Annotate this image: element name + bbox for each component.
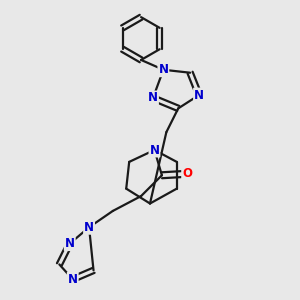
Text: N: N (149, 143, 160, 157)
Text: O: O (182, 167, 192, 180)
Text: N: N (158, 63, 168, 76)
Text: N: N (65, 237, 75, 250)
Text: N: N (148, 92, 158, 104)
Text: N: N (68, 273, 78, 286)
Text: N: N (84, 221, 94, 234)
Text: N: N (194, 88, 204, 101)
